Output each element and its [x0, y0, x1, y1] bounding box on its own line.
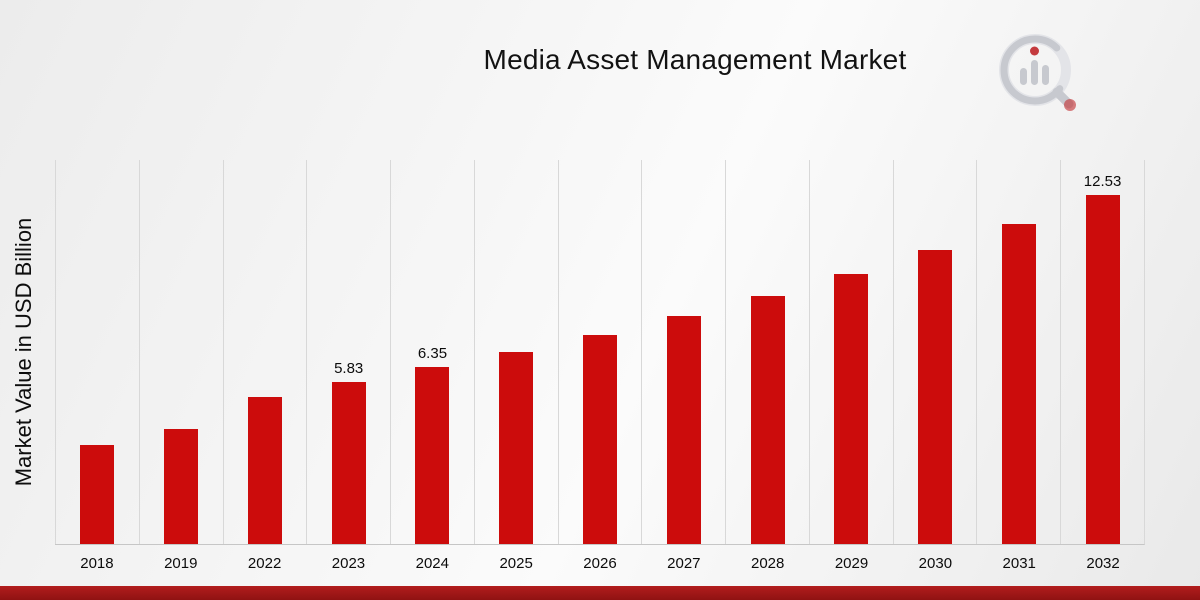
y-axis-label: Market Value in USD Billion — [11, 217, 36, 487]
bar-value-label: 5.83 — [334, 359, 364, 377]
bar-column — [473, 160, 558, 544]
x-tick-label: 2019 — [164, 555, 198, 572]
bar — [499, 351, 534, 544]
bar — [750, 295, 785, 544]
bar-column: 5.83 — [306, 160, 390, 544]
bar-column — [892, 160, 977, 544]
bar — [247, 396, 282, 544]
x-tick-label: 2024 — [415, 555, 449, 572]
x-tick-label: 2025 — [499, 555, 533, 572]
bar — [80, 445, 115, 544]
bar — [415, 367, 450, 544]
x-tick-label: 2031 — [1002, 555, 1036, 572]
x-tick-label: 2027 — [667, 555, 701, 572]
bar — [666, 316, 701, 544]
x-tick-label: 2032 — [1086, 555, 1120, 572]
bar-column: 6.35 — [390, 160, 474, 544]
x-tick-label: 2022 — [247, 555, 282, 572]
bar — [331, 381, 366, 544]
bar-column — [55, 160, 139, 544]
x-axis-labels: 2018 2019 2022 2023 2024 2025 2026 2027 2028 2029… — [55, 546, 1145, 572]
bar-column — [222, 160, 307, 544]
chart-title: Media Asset Management Market — [483, 44, 907, 75]
x-tick-label: 2029 — [834, 555, 869, 572]
bar — [164, 429, 199, 544]
bar-value-label: 6.35 — [417, 345, 448, 363]
bar — [834, 273, 869, 544]
bar-column — [976, 160, 1060, 544]
bar-column: 12.53 — [1060, 160, 1144, 544]
x-tick-label: 2026 — [583, 555, 617, 572]
bar-value-label: 12.53 — [1083, 173, 1122, 191]
x-tick-label: 2028 — [750, 555, 785, 572]
bar — [1085, 195, 1120, 544]
footer-red-strip — [0, 586, 1200, 600]
x-tick-label: 2030 — [918, 555, 953, 572]
bar-column — [808, 160, 893, 544]
bar-column — [641, 160, 725, 544]
bar — [582, 334, 617, 544]
bar — [1001, 223, 1036, 544]
bar — [918, 249, 953, 544]
bar-column — [138, 160, 223, 544]
brand-logo — [993, 30, 1088, 115]
bar-column — [725, 160, 809, 544]
plot-area: 5.83 6.35 12.53 — [55, 160, 1145, 545]
bar-chart-magnifier-logo — [999, 34, 1076, 111]
x-tick-label: 2023 — [331, 555, 366, 572]
bar-column — [557, 160, 642, 544]
x-tick-label: 2018 — [80, 555, 114, 572]
